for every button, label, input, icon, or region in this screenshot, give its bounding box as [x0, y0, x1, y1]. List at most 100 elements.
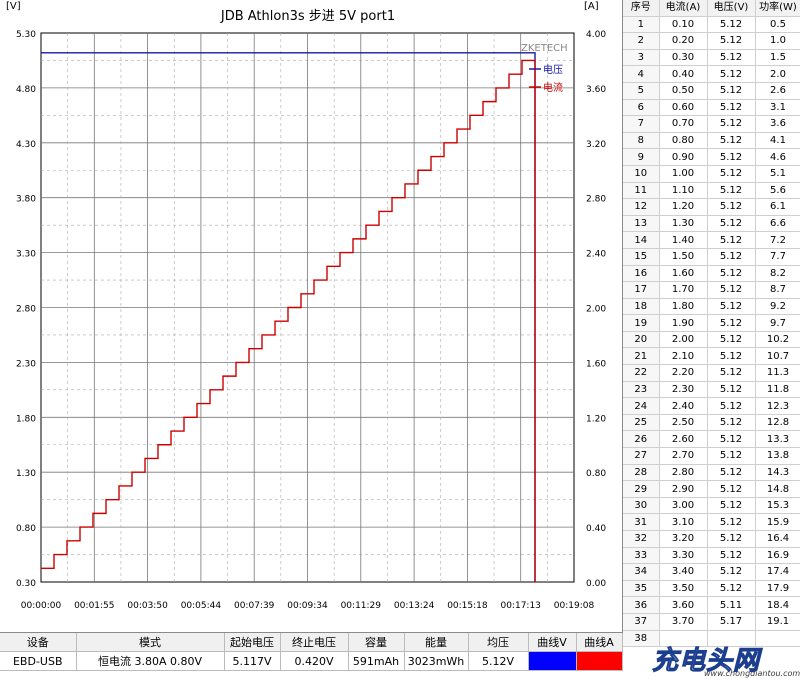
row-power: 5.1 [755, 165, 800, 183]
table-row: 3 0.30 5.12 1.5 [623, 49, 800, 67]
row-index: 6 [623, 99, 660, 117]
row-voltage: 5.12 [707, 447, 756, 465]
row-power: 2.6 [755, 82, 800, 100]
readings-table: 序号 电流(A) 电压(V) 功率(W) 1 0.10 5.12 0.5 2 0.20 5.… [623, 0, 800, 648]
row-current: 0.60 [659, 99, 708, 117]
table-row: 13 1.30 5.12 6.6 [623, 215, 800, 233]
row-power: 16.9 [755, 547, 800, 565]
table-row: 34 3.40 5.12 17.4 [623, 563, 800, 581]
row-index: 13 [623, 215, 660, 233]
table-row: 8 0.80 5.12 4.1 [623, 132, 800, 150]
row-power: 15.9 [755, 513, 800, 531]
left-tick-label: 0.80 [16, 524, 36, 534]
row-voltage: 5.11 [707, 596, 756, 614]
row-voltage: 5.12 [707, 65, 756, 83]
row-voltage: 5.12 [707, 397, 756, 415]
row-power: 8.2 [755, 265, 800, 283]
row-current: 2.40 [659, 397, 708, 415]
row-index: 24 [623, 397, 660, 415]
row-voltage: 5.12 [707, 530, 756, 548]
row-index: 37 [623, 613, 660, 631]
row-power: 12.8 [755, 414, 800, 432]
row-index: 1 [623, 16, 660, 34]
legend: ZKETECH 电压 电流 [521, 43, 568, 94]
chart-title: JDB Athlon3s 步进 5V port1 [220, 9, 395, 24]
right-axis-unit: [A] [584, 1, 599, 12]
row-current: 0.40 [659, 65, 708, 83]
row-current: 2.60 [659, 430, 708, 449]
table-row: 27 2.70 5.12 13.8 [623, 447, 800, 465]
row-index: 4 [623, 65, 660, 83]
row-index: 5 [623, 82, 660, 100]
row-current: 0.50 [659, 82, 708, 100]
row-current: 2.20 [659, 364, 708, 382]
left-tick-label: 5.30 [16, 30, 36, 40]
row-voltage: 5.12 [707, 414, 756, 432]
right-tick-label: 2.80 [586, 195, 606, 205]
row-voltage: 5.12 [707, 215, 756, 233]
table-row: 6 0.60 5.12 3.1 [623, 99, 800, 117]
row-index: 35 [623, 580, 660, 598]
row-current: 2.70 [659, 447, 708, 465]
row-current: 0.70 [659, 115, 708, 133]
x-tick-label: 00:17:13 [500, 601, 540, 611]
row-voltage: 5.12 [707, 148, 756, 166]
row-power: 4.6 [755, 148, 800, 166]
table-row: 21 2.10 5.12 10.7 [623, 347, 800, 366]
left-tick-label: 1.80 [16, 414, 36, 424]
row-voltage: 5.12 [707, 231, 756, 249]
row-voltage: 5.12 [707, 464, 756, 482]
row-power: 13.3 [755, 430, 800, 449]
summary-capacity: 591mAh [348, 651, 405, 671]
x-tick-label: 00:15:18 [447, 601, 488, 611]
table-row: 10 1.00 5.12 5.1 [623, 165, 800, 183]
row-current: 1.50 [659, 248, 708, 266]
table-row: 15 1.50 5.12 7.7 [623, 248, 800, 266]
row-voltage: 5.12 [707, 580, 756, 598]
row-power: 6.1 [755, 198, 800, 216]
row-current: 1.80 [659, 298, 708, 316]
row-voltage: 5.12 [707, 480, 756, 498]
row-index: 22 [623, 364, 660, 382]
summary-header-end-voltage: 终止电压 [280, 633, 349, 652]
table-row: 30 3.00 5.12 15.3 [623, 497, 800, 515]
readings-table-panel: 序号 电流(A) 电压(V) 功率(W) 1 0.10 5.12 0.5 2 0.20 5.… [622, 0, 800, 660]
row-index: 28 [623, 464, 660, 482]
summary-header-row: 设备 模式 起始电压 终止电压 容量 能量 均压 曲线V 曲线A [0, 633, 623, 652]
row-voltage: 5.12 [707, 82, 756, 100]
summary-footer: 设备 模式 起始电压 终止电压 容量 能量 均压 曲线V 曲线A EBD-USB… [0, 632, 623, 682]
x-tick-label: 00:19:08 [554, 601, 595, 611]
row-index: 21 [623, 347, 660, 366]
row-index: 20 [623, 331, 660, 349]
left-tick-label: 3.80 [16, 195, 36, 205]
summary-header-device: 设备 [0, 633, 77, 652]
table-row: 26 2.60 5.12 13.3 [623, 430, 800, 449]
watermark-logo: 充电头网 www.chongdiantou.com [651, 640, 800, 680]
row-power: 14.3 [755, 464, 800, 482]
table-row: 28 2.80 5.12 14.3 [623, 464, 800, 482]
watermark-main-text: 充电头网 [651, 646, 761, 677]
row-index: 18 [623, 298, 660, 316]
x-tick-label: 00:07:39 [234, 601, 275, 611]
row-current: 1.00 [659, 165, 708, 183]
row-current: 3.10 [659, 513, 708, 531]
table-row: 25 2.50 5.12 12.8 [623, 414, 800, 432]
summary-avg-voltage: 5.12V [468, 651, 529, 671]
row-power: 8.7 [755, 281, 800, 299]
table-row: 31 3.10 5.12 15.9 [623, 513, 800, 531]
row-power: 3.6 [755, 115, 800, 133]
left-tick-label: 1.30 [16, 469, 36, 479]
header-voltage: 电压(V) [707, 0, 756, 17]
row-index: 32 [623, 530, 660, 548]
header-current: 电流(A) [659, 0, 708, 17]
row-voltage: 5.12 [707, 182, 756, 200]
curve-v-swatch[interactable] [528, 651, 577, 671]
row-current: 0.10 [659, 16, 708, 34]
row-voltage: 5.12 [707, 248, 756, 266]
watermark-url: www.chongdiantou.com [704, 669, 800, 678]
row-current: 3.00 [659, 497, 708, 515]
table-row: 19 1.90 5.12 9.7 [623, 314, 800, 332]
row-index: 34 [623, 563, 660, 581]
row-index: 19 [623, 314, 660, 332]
curve-a-swatch[interactable] [576, 651, 623, 671]
